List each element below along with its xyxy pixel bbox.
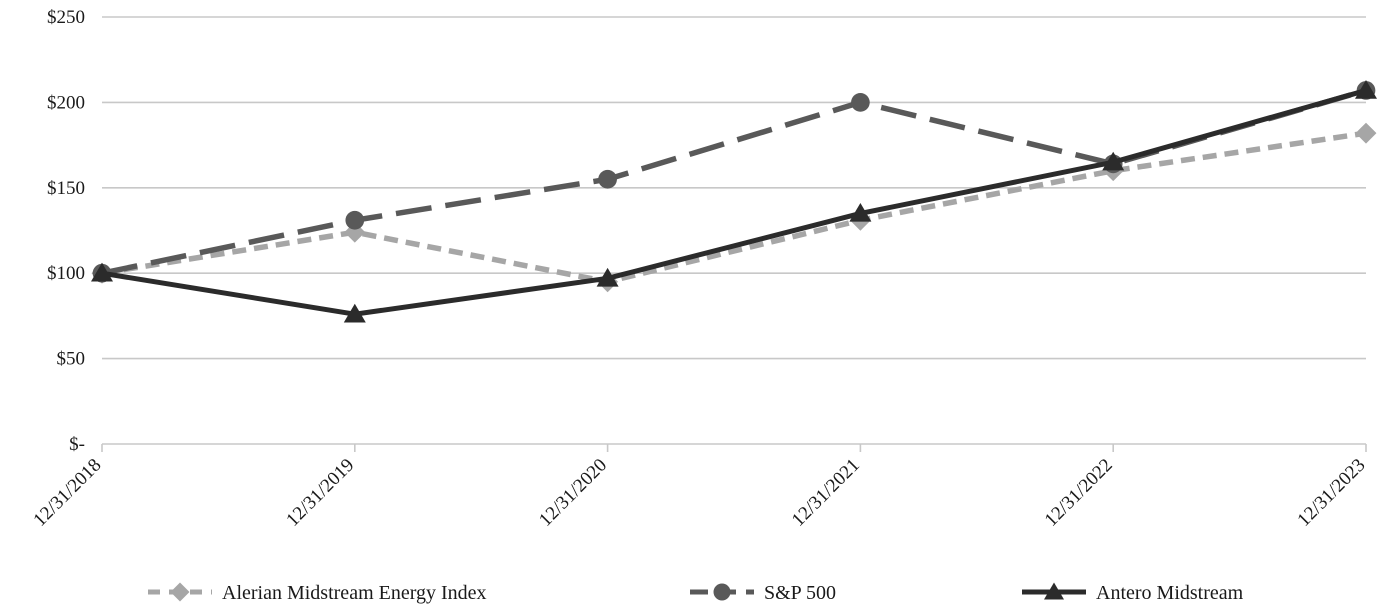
legend: Alerian Midstream Energy Index S&P 500 Ant…: [148, 582, 1244, 604]
y-tick-label: $150: [47, 178, 85, 199]
data-point: [1355, 79, 1377, 99]
y-axis-tick-labels: $- $50 $100 $150 $200 $250: [47, 7, 85, 455]
legend-marker: [713, 583, 731, 601]
data-point: [849, 202, 872, 222]
data-point: [596, 267, 619, 287]
x-tick-label: 12/31/2022: [1041, 455, 1117, 531]
data-point: [1355, 122, 1377, 144]
x-tick-label: 12/31/2023: [1293, 455, 1369, 531]
series-0: [91, 122, 1377, 293]
legend-item: Antero Midstream: [1022, 582, 1244, 604]
y-tick-label: $-: [69, 434, 85, 455]
y-tick-label: $250: [47, 7, 85, 28]
legend-marker: [1044, 582, 1064, 600]
x-tick-label: 12/31/2020: [535, 455, 611, 531]
legend-item: Alerian Midstream Energy Index: [148, 582, 487, 604]
x-axis: 12/31/2018 12/31/2019 12/31/2020 12/31/2021…: [29, 444, 1370, 531]
series-lines: [91, 79, 1377, 323]
y-tick-label: $100: [47, 263, 85, 284]
y-tick-label: $50: [57, 349, 86, 370]
data-point: [91, 262, 113, 282]
x-tick-label: 12/31/2018: [29, 455, 105, 531]
legend-label: S&P 500: [764, 582, 836, 604]
gridlines: [102, 16, 1366, 445]
x-tick-label: 12/31/2021: [788, 455, 864, 531]
legend-label: Antero Midstream: [1096, 582, 1244, 604]
legend-label: Alerian Midstream Energy Index: [222, 582, 487, 604]
data-point: [598, 169, 617, 189]
data-point: [851, 93, 870, 112]
data-point: [1102, 151, 1125, 171]
series-2: [91, 79, 1377, 323]
series-line: [101, 88, 1367, 317]
y-tick-label: $200: [47, 92, 85, 113]
legend-item: S&P 500: [690, 582, 836, 604]
x-tick-label: 12/31/2019: [282, 455, 358, 531]
legend-marker: [170, 582, 190, 602]
series-line: [101, 130, 1367, 285]
data-point: [345, 210, 365, 230]
data-point: [343, 303, 366, 323]
